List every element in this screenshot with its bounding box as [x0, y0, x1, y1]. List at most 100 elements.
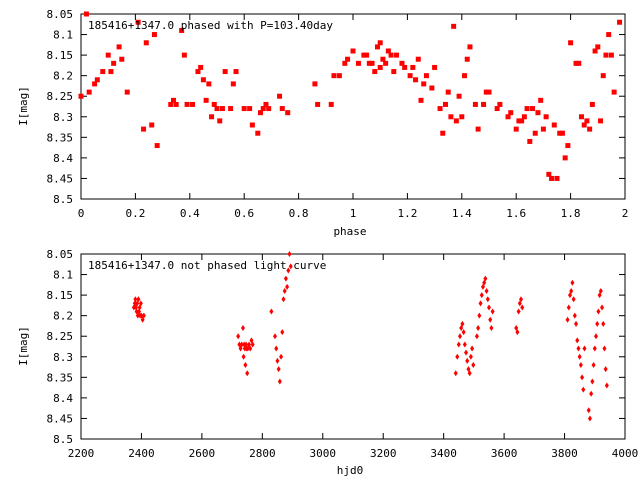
phased-x-tick-label: 1 [350, 207, 357, 220]
unphased-data-point [485, 296, 490, 303]
phased-data-point [415, 56, 421, 62]
phased-data-point [241, 106, 247, 112]
unphased-data-point [565, 316, 570, 323]
unphased-data-point [456, 341, 461, 348]
unphased-data-point [280, 329, 285, 336]
unphased-x-ticks: 2200 2400 2600 2800 3000 3200 3400 3600 3800 4000 [68, 254, 638, 460]
phased-data-point [195, 69, 201, 75]
phased-data-point [179, 27, 185, 33]
phased-data-point [617, 19, 623, 25]
unphased-data-point [467, 370, 472, 377]
phased-data-point [568, 40, 574, 46]
unphased-data-point [586, 407, 591, 414]
unphased-y-tick-label: 8.1 [53, 269, 73, 282]
phased-data-point [573, 60, 579, 66]
unphased-data-point [281, 296, 286, 303]
phased-y-ticks: 8.05 8.1 8.15 8.2 8.25 8.3 8.35 8.4 8.45 8.5 [47, 8, 625, 206]
phased-data-point [149, 122, 155, 128]
unphased-data-point [460, 320, 465, 327]
phased-data-point [481, 101, 487, 107]
phased-data-point [222, 69, 228, 75]
unphased-data-point [603, 366, 608, 373]
unphased-data-point [580, 374, 585, 381]
phased-data-point [440, 130, 446, 136]
unphased-y-tick-label: 8.5 [53, 433, 73, 446]
phased-data-point [508, 110, 514, 116]
unphased-data-point [601, 320, 606, 327]
phased-data-point [475, 126, 481, 132]
phased-data-point [211, 101, 217, 107]
phased-data-point [413, 77, 419, 83]
phased-data-point [442, 101, 448, 107]
phased-data-point [399, 60, 405, 66]
unphased-data-point [250, 341, 255, 348]
unphased-data-point [489, 325, 494, 331]
phased-data-point [230, 81, 236, 87]
phased-data-point [576, 60, 582, 66]
phased-data-point [459, 114, 465, 120]
phased-data-point [581, 122, 587, 128]
phased-data-point [456, 93, 462, 99]
unphased-data-point [476, 325, 481, 331]
phased-data-point [608, 52, 614, 58]
phased-data-point [453, 118, 459, 124]
phased-data-point [402, 64, 408, 70]
unphased-data-point [604, 382, 609, 389]
phased-data-point [385, 48, 391, 54]
phased-data-point [554, 175, 560, 181]
phased-data-point [100, 69, 106, 75]
phased-data-point [83, 11, 89, 17]
unphased-data-point [487, 304, 491, 311]
phased-data-point [355, 60, 361, 66]
phased-data-point [598, 118, 604, 124]
unphased-data-point [273, 333, 278, 340]
phased-data-point [388, 52, 394, 58]
unphased-points [131, 251, 609, 422]
unphased-data-point [602, 345, 607, 352]
phased-data-point [521, 114, 527, 120]
phased-data-point [592, 48, 598, 54]
unphased-data-point [574, 320, 579, 327]
phased-data-point [587, 126, 593, 132]
unphased-data-point [575, 337, 580, 344]
unphased-data-point [593, 333, 598, 340]
phased-data-point [266, 106, 272, 112]
unphased-data-point [484, 288, 489, 294]
unphased-data-point [477, 312, 482, 319]
unphased-data-point [465, 357, 470, 364]
phased-data-point [467, 44, 473, 50]
phased-data-point [258, 110, 264, 116]
unphased-data-point [236, 333, 241, 340]
unphased-data-point [457, 333, 462, 340]
unphased-data-point [590, 378, 595, 385]
phased-x-tick-label: 0.6 [234, 207, 254, 220]
phased-data-point [374, 44, 380, 50]
unphased-data-point [479, 292, 484, 299]
unphased-y-tick-label: 8.05 [47, 248, 74, 261]
unphased-data-point [286, 267, 291, 274]
unphased-data-point [576, 345, 581, 352]
phased-x-tick-label: 0.4 [180, 207, 200, 220]
unphased-x-axis-label: hjd0 [337, 464, 364, 477]
unphased-y-tick-label: 8.25 [47, 330, 74, 343]
phased-y-tick-label: 8.15 [47, 49, 74, 62]
phased-x-axis-label: phase [333, 225, 366, 238]
phased-x-tick-label: 1.6 [506, 207, 526, 220]
phased-data-point [377, 64, 383, 70]
unphased-data-point [274, 345, 279, 352]
phased-data-point [445, 89, 451, 95]
unphased-y-axis-label: I[mag] [17, 326, 30, 366]
unphased-data-point [577, 353, 582, 360]
phased-data-point [260, 106, 266, 112]
phased-x-tick-label: 0.2 [125, 207, 145, 220]
phased-data-point [589, 101, 595, 107]
unphased-data-point [470, 345, 475, 352]
phased-data-point [328, 101, 334, 107]
unphased-data-point [591, 362, 596, 368]
unphased-data-point [490, 308, 495, 315]
unphased-panel: 8.05 8.1 8.15 8.2 8.25 8.3 8.35 8.4 8.45 8.5 2200… [17, 248, 638, 477]
unphased-data-point [269, 308, 274, 315]
phased-x-tick-label: 1.8 [561, 207, 581, 220]
unphased-data-point [244, 341, 249, 348]
